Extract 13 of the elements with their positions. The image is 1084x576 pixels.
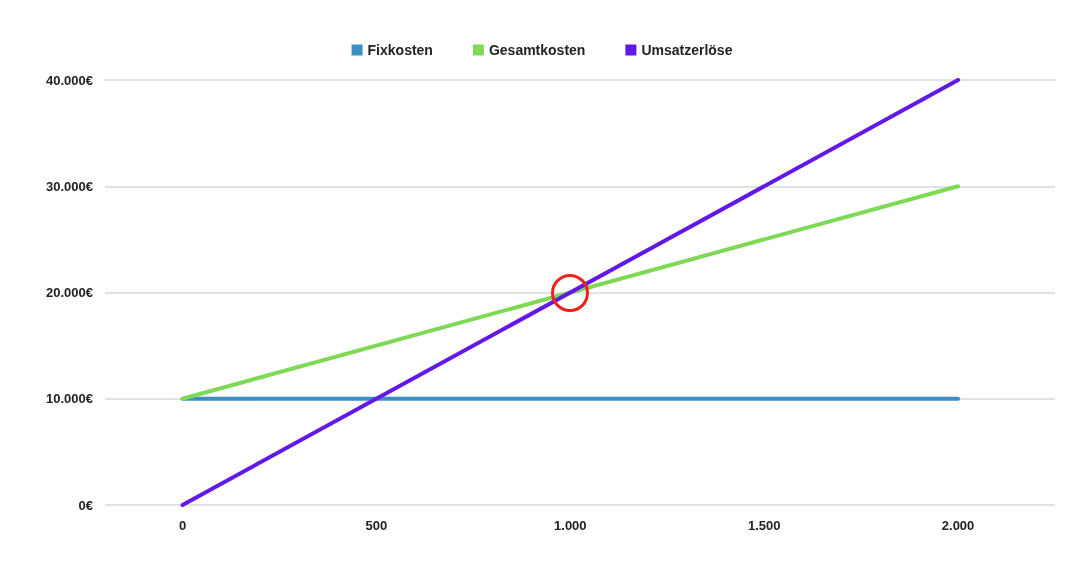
y-tick-label: 0€ xyxy=(78,497,93,513)
legend-label: Umsatzerlöse xyxy=(641,42,733,58)
y-tick-label: 20.000€ xyxy=(46,285,93,300)
y-tick-label: 40.000€ xyxy=(46,72,93,88)
y-tick-label: 10.000€ xyxy=(46,391,93,407)
x-tick-label: 1.500 xyxy=(747,518,781,533)
legend-label: Fixkosten xyxy=(367,42,433,58)
x-tick-label: 0 xyxy=(178,518,187,533)
x-tick-label: 500 xyxy=(365,518,388,533)
x-tick-label: 1.000 xyxy=(554,518,587,533)
legend-label: Gesamtkosten xyxy=(488,42,586,58)
y-tick-label: 30.000€ xyxy=(46,178,93,194)
x-tick-label: 2.000 xyxy=(941,518,975,533)
